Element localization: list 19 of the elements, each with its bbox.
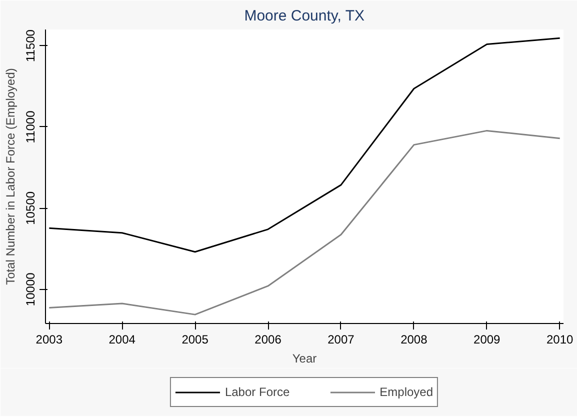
line-series — [48, 37, 561, 253]
y-axis-title: Total Number in Labor Force (Employed) — [4, 68, 18, 285]
legend-label: Employed — [380, 385, 434, 399]
x-tick-label: 2007 — [328, 332, 355, 346]
x-tick-label: 2010 — [546, 332, 574, 346]
legend-label: Labor Force — [224, 385, 290, 399]
y-tick-label: 11500 — [24, 29, 38, 62]
y-tick-label: 10000 — [24, 272, 38, 306]
x-tick-label: 2004 — [108, 332, 136, 346]
x-tick-label: 2006 — [254, 332, 282, 346]
y-tick-label: 11000 — [24, 110, 38, 144]
chart-title: Moore County, TX — [244, 8, 365, 24]
y-tick-label: 10500 — [24, 191, 38, 225]
x-tick-label: 2005 — [182, 332, 209, 346]
x-tick-label: 2003 — [36, 332, 63, 346]
line-series — [48, 130, 561, 316]
x-axis-title: Year — [292, 352, 317, 366]
x-tick-label: 2009 — [474, 332, 501, 346]
x-tick-label: 2008 — [400, 332, 428, 346]
